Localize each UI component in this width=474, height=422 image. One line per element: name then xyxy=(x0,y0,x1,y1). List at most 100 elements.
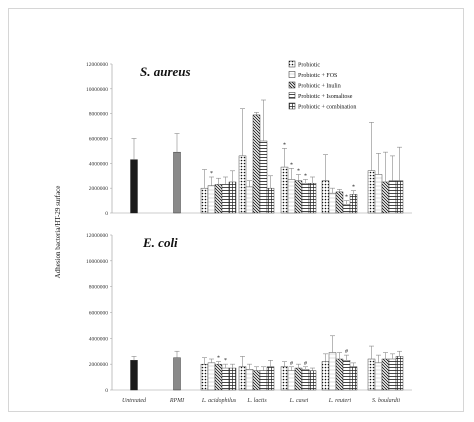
bar-probiotic-combination-s-boulardii xyxy=(395,356,404,391)
bar-probiotic-combination-l-reuteri xyxy=(349,366,358,391)
bar-probiotic-inulin-l-acidophilus xyxy=(214,184,223,214)
bar-probiotic-isomaltose-l-casei xyxy=(301,369,310,391)
legend-swatch xyxy=(288,60,296,68)
y-tick-label: 4000000 xyxy=(89,161,109,167)
significance-marker: * xyxy=(283,142,286,148)
bar-probiotic-isomaltose-l-casei xyxy=(301,182,310,214)
significance-marker: * xyxy=(345,195,348,201)
bar-probiotic-inulin-s-boulardii xyxy=(381,181,390,214)
bar-probiotic-combination-l-casei xyxy=(308,182,317,214)
significance-marker: # xyxy=(290,361,293,367)
bar-probiotic-isomaltose-s-boulardii xyxy=(388,358,397,391)
bar-probiotic-combination-l-lactis xyxy=(266,366,275,391)
x-tick-label: L. casei xyxy=(289,398,309,404)
panel-e-coli: 0 2000000 4000000 6000000 8000000 10000000 120… xyxy=(86,233,412,404)
bar-probiotic-s-boulardii xyxy=(367,358,376,391)
x-tick-label: RPMI xyxy=(169,398,185,404)
bar-probiotic-l-casei xyxy=(280,366,289,391)
legend-item: Probiotic + Inulin xyxy=(298,84,341,90)
y-tick-label: 12000000 xyxy=(86,233,108,239)
x-tick-label: L. lactis xyxy=(246,398,267,404)
y-tick-label: 10000000 xyxy=(86,259,108,265)
bar-probiotic-combination-l-lactis xyxy=(266,187,275,214)
bar-probiotic-inulin-l-acidophilus xyxy=(214,363,223,391)
bar-probiotic-inulin-s-boulardii xyxy=(381,358,390,391)
legend-swatch xyxy=(288,81,296,89)
bar-probiotic-isomaltose-l-acidophilus xyxy=(221,184,230,214)
y-tick-label: 2000000 xyxy=(89,362,109,368)
bar-untreated xyxy=(130,159,138,214)
bar-probiotic-inulin-l-lactis xyxy=(252,370,261,391)
significance-marker: # xyxy=(345,349,348,355)
bar-probiotic-fos-s-boulardii xyxy=(374,174,383,214)
bar-probiotic-inulin-l-casei xyxy=(294,367,303,391)
y-tick-label: 2000000 xyxy=(89,186,109,192)
legend-item: Probiotic + Isomaltose xyxy=(298,94,353,100)
figure-frame xyxy=(8,8,464,412)
panel-s-aureus: 0 2000000 4000000 6000000 8000000 10000000 120… xyxy=(86,62,412,217)
significance-marker: * xyxy=(297,169,300,175)
bar-probiotic-l-casei xyxy=(280,166,289,214)
bar-probiotic-fos-l-casei xyxy=(287,179,296,214)
y-tick-label: 8000000 xyxy=(89,285,109,291)
bar-probiotic-isomaltose-l-reuteri xyxy=(342,360,351,391)
y-axis-label: Adhesion bacteria/HT-29 surface xyxy=(54,186,62,279)
bar-probiotic-isomaltose-l-acidophilus xyxy=(221,367,230,391)
bar-probiotic-fos-l-casei xyxy=(287,370,296,391)
bar-probiotic-l-reuteri xyxy=(321,180,330,214)
legend-item: Probiotic + FOS xyxy=(298,73,337,79)
bar-rpmi xyxy=(173,151,181,214)
y-tick-label: 4000000 xyxy=(89,336,109,342)
bar-probiotic-isomaltose-l-lactis xyxy=(259,140,268,214)
y-tick-label: 10000000 xyxy=(86,87,108,93)
bar-probiotic-inulin-l-reuteri xyxy=(335,358,344,391)
bar-probiotic-fos-l-lactis xyxy=(245,369,254,391)
bar-probiotic-isomaltose-s-boulardii xyxy=(388,180,397,214)
legend-item: Probiotic xyxy=(298,63,320,69)
bar-probiotic-fos-l-acidophilus xyxy=(207,362,216,391)
bar-probiotic-fos-l-reuteri xyxy=(328,352,337,391)
significance-marker: * xyxy=(210,171,213,177)
legend-swatch xyxy=(288,92,296,99)
significance-marker: * xyxy=(224,358,227,364)
significance-marker: # xyxy=(304,361,307,367)
significance-marker: * xyxy=(217,356,220,362)
bar-probiotic-l-acidophilus xyxy=(200,363,209,391)
bar-probiotic-fos-s-boulardii xyxy=(374,362,383,391)
bar-probiotic-combination-l-reuteri xyxy=(349,194,358,214)
legend-swatch xyxy=(288,102,296,110)
y-tick-label: 0 xyxy=(105,211,108,217)
bar-probiotic-combination-l-casei xyxy=(308,370,317,391)
bar-probiotic-l-acidophilus xyxy=(200,187,209,214)
bar-untreated xyxy=(130,360,138,391)
bar-rpmi xyxy=(173,357,181,391)
significance-marker: * xyxy=(290,162,293,168)
panel-title: E. coli xyxy=(142,235,178,250)
bar-probiotic-inulin-l-lactis xyxy=(252,114,261,214)
bar-probiotic-l-reuteri xyxy=(321,361,330,391)
bar-probiotic-inulin-l-reuteri xyxy=(335,191,344,214)
bar-probiotic-s-boulardii xyxy=(367,170,376,214)
x-tick-label: S. boulardii xyxy=(372,398,400,404)
x-tick-label: L. reuteri xyxy=(328,398,352,404)
bar-probiotic-isomaltose-l-lactis xyxy=(259,370,268,391)
bar-probiotic-l-lactis xyxy=(238,155,247,214)
y-tick-label: 12000000 xyxy=(86,62,108,68)
bar-probiotic-l-lactis xyxy=(238,366,247,391)
bar-probiotic-combination-l-acidophilus xyxy=(228,367,237,391)
bar-probiotic-combination-l-acidophilus xyxy=(228,181,237,214)
bar-probiotic-combination-s-boulardii xyxy=(395,180,404,214)
bar-probiotic-inulin-l-casei xyxy=(294,180,303,214)
significance-marker: * xyxy=(304,173,307,179)
x-tick-label: Untreated xyxy=(122,398,147,404)
bar-probiotic-fos-l-acidophilus xyxy=(207,185,216,214)
y-tick-label: 6000000 xyxy=(89,311,109,317)
y-tick-label: 6000000 xyxy=(89,137,109,143)
bar-probiotic-isomaltose-l-reuteri xyxy=(342,204,351,214)
y-tick-label: 0 xyxy=(105,388,108,394)
bar-probiotic-fos-l-lactis xyxy=(245,186,254,214)
bar-probiotic-fos-l-reuteri xyxy=(328,192,337,214)
legend: Probiotic Probiotic + FOS Probiotic + Inul… xyxy=(288,60,356,111)
y-tick-label: 8000000 xyxy=(89,112,109,118)
